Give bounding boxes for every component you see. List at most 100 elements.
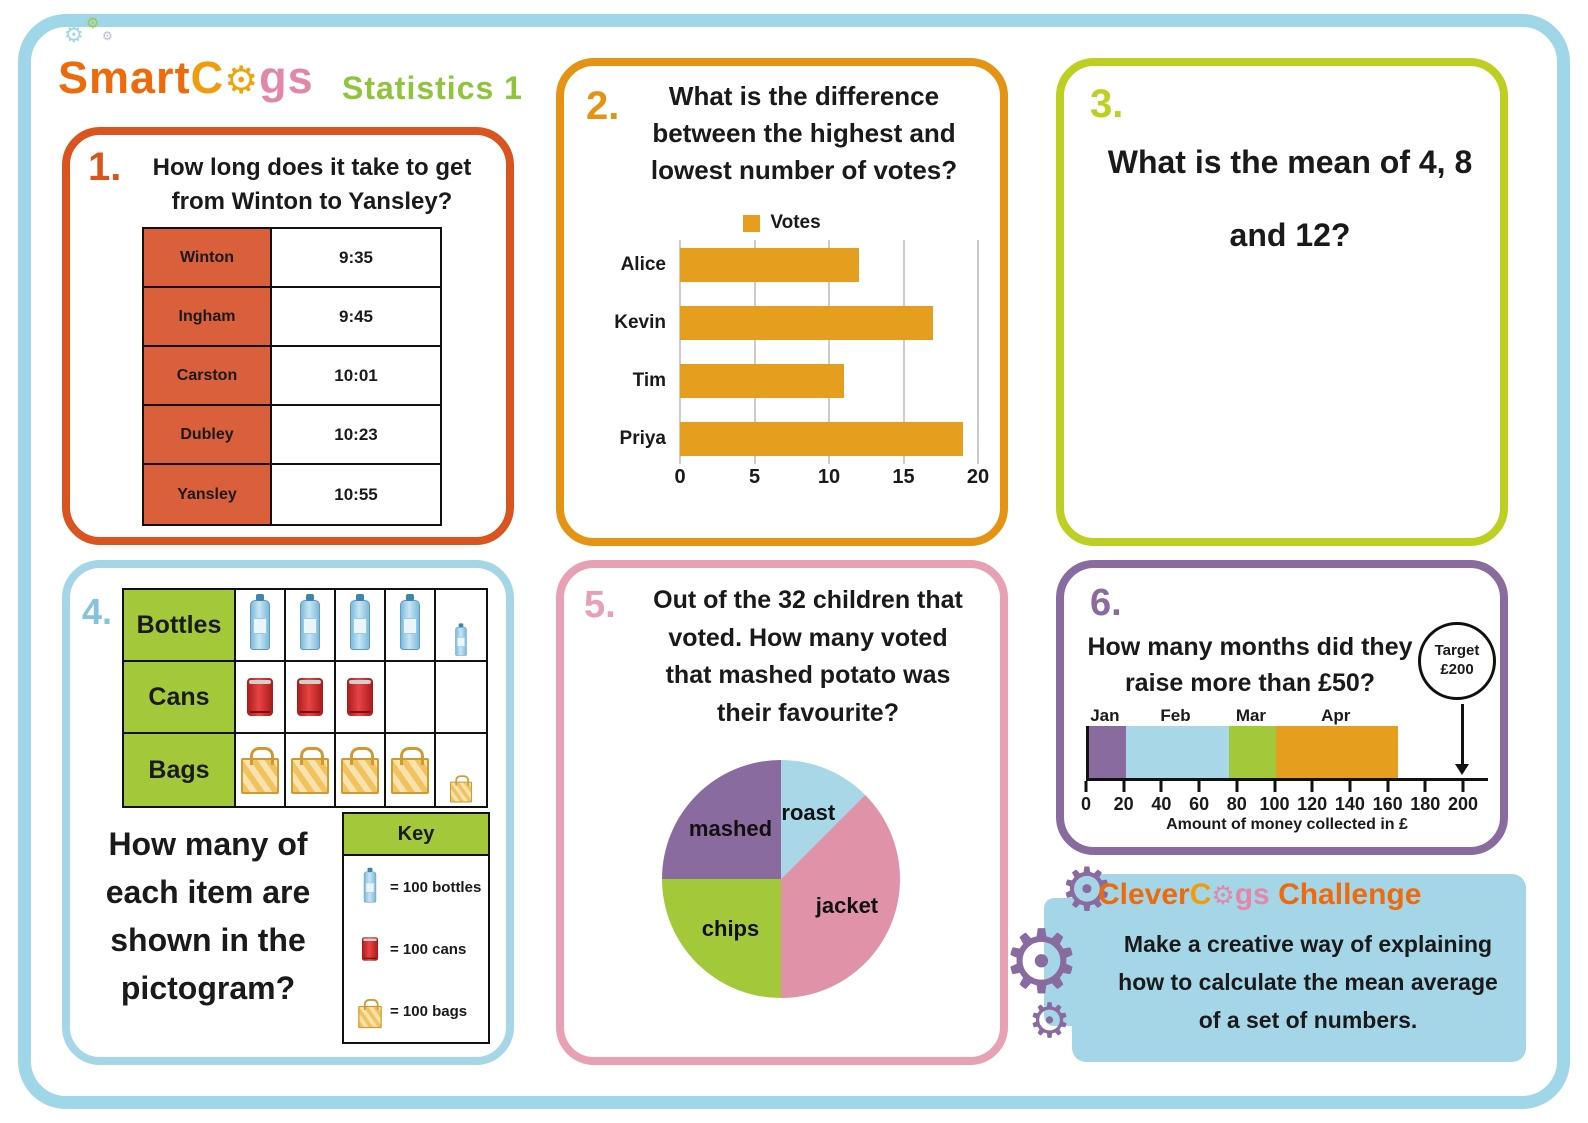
- favourite-pie: roast jacket chips mashed: [662, 760, 900, 998]
- pictogram-cell: [236, 590, 286, 660]
- gear-icon: ⚙: [1060, 856, 1114, 923]
- question-line: between the highest and: [652, 117, 956, 148]
- bag-icon: [358, 999, 382, 1029]
- gear-icon: ⚙: [1211, 880, 1235, 910]
- pictogram-row-label: Bottles: [124, 590, 236, 660]
- pictogram-cell: [336, 734, 386, 806]
- key-items: = 100 bottles = 100 cans = 100 bags: [344, 856, 488, 1042]
- key-label: = 100 cans: [390, 940, 467, 958]
- question-line: How many of: [108, 826, 308, 862]
- pictogram-cell: [236, 734, 286, 806]
- time-cell: 9:45: [338, 306, 374, 326]
- question-line: voted. How many voted: [668, 623, 948, 652]
- station-cell: Yansley: [144, 465, 272, 524]
- logo: SmartC⚙gs: [58, 52, 314, 104]
- pictogram-cell: [286, 590, 336, 660]
- question-number: 6.: [1090, 582, 1122, 624]
- question-line: pictogram?: [120, 970, 296, 1006]
- x-tick-label: 10: [817, 466, 841, 488]
- time-cell: 10:01: [334, 365, 378, 385]
- bottle-icon: [350, 594, 370, 650]
- bar-track: [680, 364, 978, 398]
- question-line: and 12?: [1229, 217, 1351, 254]
- key-title: Key: [344, 814, 488, 856]
- question-line: of a set of numbers.: [1198, 1006, 1418, 1033]
- question-6-card: 6. How many months did they raise more th…: [1056, 560, 1508, 855]
- gridline: [902, 240, 905, 464]
- bar-category-label: Kevin: [614, 312, 666, 333]
- key-row: = 100 bottles: [344, 856, 488, 918]
- votes-chart-rows: Alice Kevin Tim Priya: [586, 248, 978, 456]
- pictogram-row: Bags: [124, 734, 486, 806]
- pictogram-cell: [386, 734, 436, 806]
- question-line: Make a creative way of explaining: [1123, 931, 1493, 957]
- key-row: = 100 cans: [344, 918, 488, 980]
- money-bar: [1086, 726, 1463, 778]
- vote-bar: [680, 422, 964, 456]
- gear-icon: ⚙: [86, 15, 100, 32]
- question-text: How many of each item are shown in the pict…: [80, 820, 336, 1012]
- pie-slice-label: jacket: [815, 893, 879, 919]
- can-icon: [247, 678, 273, 716]
- axis-tick: [1084, 781, 1088, 792]
- votes-chart-grid: [679, 240, 979, 464]
- bar-row: Kevin: [586, 306, 978, 340]
- page-border: [18, 14, 1570, 1109]
- axis-tick-label: 80: [1226, 794, 1247, 814]
- x-tick-label: 0: [674, 466, 686, 488]
- time-cell: 9:35: [338, 247, 374, 267]
- time-cell: 10:55: [334, 484, 378, 504]
- pictogram-cell: [386, 590, 436, 660]
- month-segment: [1089, 726, 1127, 778]
- question-line: how to calculate the mean average: [1118, 968, 1498, 995]
- month-labels: Jan Feb Mar Apr: [1086, 706, 1463, 726]
- challenge-panel-edge: [1044, 898, 1088, 1026]
- bar-track: [680, 422, 978, 456]
- question-text: How long does it take to get from Winton …: [122, 151, 502, 219]
- question-number: 1.: [88, 145, 122, 189]
- gear-icon: ⚙: [224, 60, 260, 102]
- gridline: [679, 240, 681, 464]
- logo-text-c: C: [190, 52, 225, 103]
- axis-tick-label: 180: [1410, 794, 1441, 814]
- bottle-icon: [250, 594, 270, 650]
- axis-tick-label: 100: [1259, 794, 1290, 814]
- question-line: How many months did they: [1087, 633, 1413, 661]
- question-line: raise more than £50?: [1124, 668, 1376, 697]
- month-label: Jan: [1090, 706, 1120, 725]
- pictogram-row: Bottles: [124, 590, 486, 662]
- question-text: How many months did they raise more than …: [1070, 630, 1430, 701]
- pie-slice-label: chips: [701, 916, 760, 942]
- question-line: lowest number of votes?: [650, 154, 958, 185]
- gridline: [753, 240, 756, 464]
- bar-row: Alice: [586, 248, 978, 282]
- axis-tick-label: 200: [1447, 794, 1479, 814]
- bar-category-label: Alice: [620, 254, 666, 275]
- timetable-row: Dubley 10:23: [144, 406, 440, 465]
- timetable-row: Winton 9:35: [144, 229, 440, 288]
- question-3-card: 3. What is the mean of 4, 8 and 12?: [1056, 58, 1508, 546]
- key-label: = 100 bags: [390, 1002, 468, 1020]
- key-row: = 100 bags: [344, 980, 488, 1042]
- question-line: Out of the 32 children that: [653, 586, 963, 614]
- question-text: Out of the 32 children that voted. How ma…: [624, 582, 992, 732]
- legend-swatch: [743, 214, 761, 232]
- axis-tick: [1461, 781, 1465, 792]
- vote-bar: [680, 306, 934, 340]
- gear-icon: ⚙: [102, 29, 113, 43]
- question-text: What is the mean of 4, 8 and 12?: [1080, 140, 1500, 259]
- votes-chart: Alice Kevin Tim Priya 0 5 10 15 20: [586, 240, 989, 492]
- bar-row: Priya: [586, 422, 978, 456]
- gear-icon: ⚙: [1028, 995, 1072, 1048]
- axis-tick: [1348, 781, 1352, 792]
- vote-bar: [680, 364, 844, 398]
- pie-slice-label: mashed: [688, 815, 773, 841]
- month-label: Mar: [1235, 706, 1267, 725]
- bar-track: [680, 248, 978, 282]
- pictogram-row-label: Cans: [124, 662, 236, 732]
- challenge-title-c: C: [1189, 878, 1212, 911]
- question-line: their favourite?: [717, 698, 899, 727]
- month-segment: [1229, 726, 1276, 778]
- timetable-row: Ingham 9:45: [144, 288, 440, 347]
- axis-tick-label: 60: [1189, 794, 1210, 814]
